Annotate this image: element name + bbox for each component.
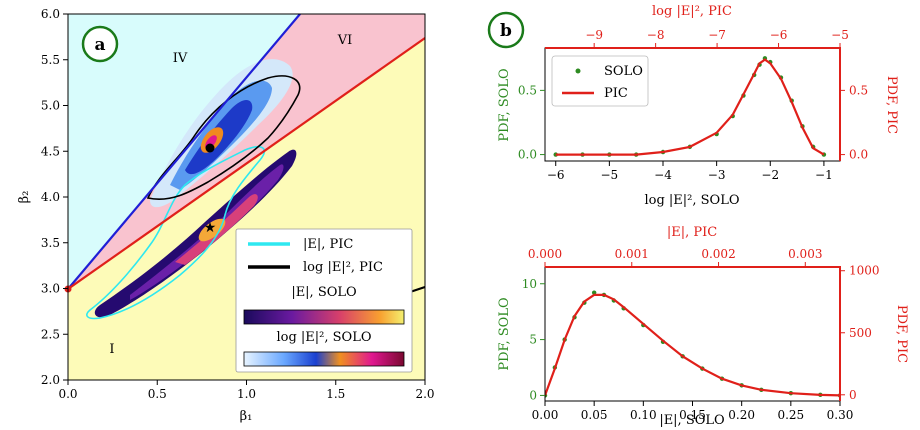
b1-xtick-label-3: −3	[708, 168, 726, 182]
subplot-log-right-ylabel: PDF, PIC	[884, 76, 899, 134]
legend-label-solo-log: log |E|², SOLO	[276, 330, 371, 345]
b1-ytick-label-0: 0.0	[518, 148, 537, 162]
b2-xtick-label-1: 0.05	[581, 408, 608, 422]
colorbar-solo-e	[243, 309, 405, 325]
panel-a-xlabel: β₁	[240, 409, 253, 424]
subplot-abs-right-spine	[839, 267, 841, 401]
b1-top-xtick-label-4: −5	[831, 28, 849, 42]
b1-xtick-label-1: −5	[601, 168, 619, 182]
boundary-red	[68, 37, 425, 290]
b1-top-xtick-label-0: −9	[585, 28, 603, 42]
a-ytick-label-5: 4.5	[41, 144, 60, 158]
panel-a: ★ IV VI I a |E|, PIC log |E|², PIC |E|, …	[17, 7, 435, 424]
subplot-log-xlabel: log |E|², SOLO	[644, 193, 739, 208]
subplot-log: −6 −5 −4 −3 −2 −1 −9 −8 −7 −6 −5 0.0 0.5 0.0 0.5 log |…	[497, 4, 899, 208]
panel-a-label: a	[94, 35, 105, 55]
b2-right-ytick-label-2: 1000	[849, 264, 880, 278]
b2-xtick-label-4: 0.20	[728, 408, 755, 422]
a-xtick-label-3: 1.5	[326, 387, 345, 401]
b2-ytick-label-0: 0	[529, 388, 537, 402]
pic-line-abs	[545, 293, 840, 397]
b1-right-ytick-label-1: 0.5	[849, 83, 868, 97]
b1-xtick-label-0: −6	[547, 168, 565, 182]
a-xtick-label-1: 0.5	[148, 387, 167, 401]
a-xtick-label-2: 1.0	[237, 387, 256, 401]
panel-b-label: b	[500, 21, 512, 41]
b2-top-xtick-label-1: 0.001	[615, 247, 649, 261]
subplot-log-legend: SOLO PIC	[551, 55, 649, 107]
b2-top-xtick-label-0: 0.000	[528, 247, 562, 261]
panel-a-badge	[81, 25, 119, 63]
b2-xtick-label-2: 0.10	[630, 408, 657, 422]
b1-xtick-label-4: −2	[761, 168, 779, 182]
a-ytick-label-1: 2.5	[41, 327, 60, 341]
region-label-iv: IV	[173, 51, 188, 66]
region-pink	[68, 14, 425, 289]
pic-e-contour	[86, 146, 266, 320]
b1-top-xtick-label-2: −7	[708, 28, 726, 42]
legend-box	[235, 228, 413, 373]
legend-label-pic-e: |E|, PIC	[303, 237, 353, 252]
boundary-blue	[68, 14, 301, 290]
b2-top-xtick-label-2: 0.002	[701, 247, 735, 261]
b2-ytick-label-2: 10	[522, 277, 537, 291]
subplot-abs: 0.00 0.05 0.10 0.15 0.20 0.25 0.30 0.000 0.001 0.…	[497, 225, 909, 428]
b2-top-xtick-label-3: 0.003	[788, 247, 822, 261]
b2-right-ytick-label-1: 500	[849, 326, 872, 340]
a-ytick-label-4: 4.0	[41, 190, 60, 204]
b1-top-xtick-label-1: −8	[647, 28, 665, 42]
panel-a-ylabel: β₂	[17, 191, 32, 204]
legend-label-solo: SOLO	[604, 64, 643, 79]
legend-label-pic: PIC	[604, 86, 628, 101]
a-ytick-label-8: 6.0	[41, 7, 60, 21]
subplot-abs-frame	[544, 266, 841, 402]
pic-log-contour	[146, 75, 301, 200]
a-ytick-label-3: 3.5	[41, 236, 60, 250]
subplot-abs-top-spine	[545, 266, 841, 268]
subplot-log-top-spine	[545, 47, 841, 49]
b1-xtick-label-2: −4	[654, 168, 672, 182]
region-label-i: I	[109, 342, 114, 357]
boundary-black-stub	[409, 285, 425, 294]
pic-line-log	[555, 58, 825, 156]
panel-b-badge	[487, 11, 525, 49]
legend-label-solo-e: |E|, SOLO	[291, 285, 356, 300]
b2-xtick-label-3: 0.15	[679, 408, 706, 422]
b2-right-ytick-label-0: 0	[849, 388, 857, 402]
a-ytick-label-2: 3.0	[41, 282, 60, 296]
marker-star: ★	[204, 220, 217, 236]
subplot-abs-top-xlabel: |E|, PIC	[667, 225, 717, 240]
a-ytick-label-6: 5.0	[41, 99, 60, 113]
a-xtick-label-4: 2.0	[415, 387, 434, 401]
subplot-log-ylabel: PDF, SOLO	[497, 68, 512, 141]
marker-circle	[205, 143, 215, 153]
b2-solo-point-5	[591, 290, 597, 295]
b1-xtick-label-5: −1	[815, 168, 833, 182]
b1-right-ytick-label-0: 0.0	[849, 148, 868, 162]
b2-xtick-label-6: 0.30	[827, 408, 854, 422]
panel-b: b −6 −5 −4 −3 −2 −1 −9 −8 −7 −6 −5 0.0 0.5 0.0 0.5 log…	[487, 4, 909, 428]
subplot-log-right-spine	[839, 48, 841, 161]
solo-e-density	[94, 149, 297, 318]
b1-ytick-label-1: 0.5	[518, 83, 537, 97]
subplot-abs-right-ylabel: PDF, PIC	[894, 305, 909, 363]
legend-label-pic-log: log |E|², PIC	[303, 260, 383, 275]
subplot-abs-ylabel: PDF, SOLO	[497, 297, 512, 370]
b2-ytick-label-1: 5	[529, 333, 537, 347]
legend-swatch-solo	[575, 68, 581, 74]
colorbar-solo-log	[243, 351, 405, 367]
b2-xtick-label-0: 0.00	[532, 408, 559, 422]
subplot-abs-xlabel: |E|, SOLO	[659, 413, 724, 428]
b1-top-xtick-label-3: −6	[770, 28, 788, 42]
b2-xtick-label-5: 0.25	[777, 408, 804, 422]
a-ytick-label-7: 5.5	[41, 53, 60, 67]
region-label-vi: VI	[337, 33, 353, 48]
a-xtick-label-0: 0.0	[58, 387, 77, 401]
a-ytick-label-0: 2.0	[41, 373, 60, 387]
panel-a-legend: |E|, PIC log |E|², PIC |E|, SOLO log |E|…	[235, 228, 413, 373]
subplot-log-top-xlabel: log |E|², PIC	[652, 4, 732, 19]
